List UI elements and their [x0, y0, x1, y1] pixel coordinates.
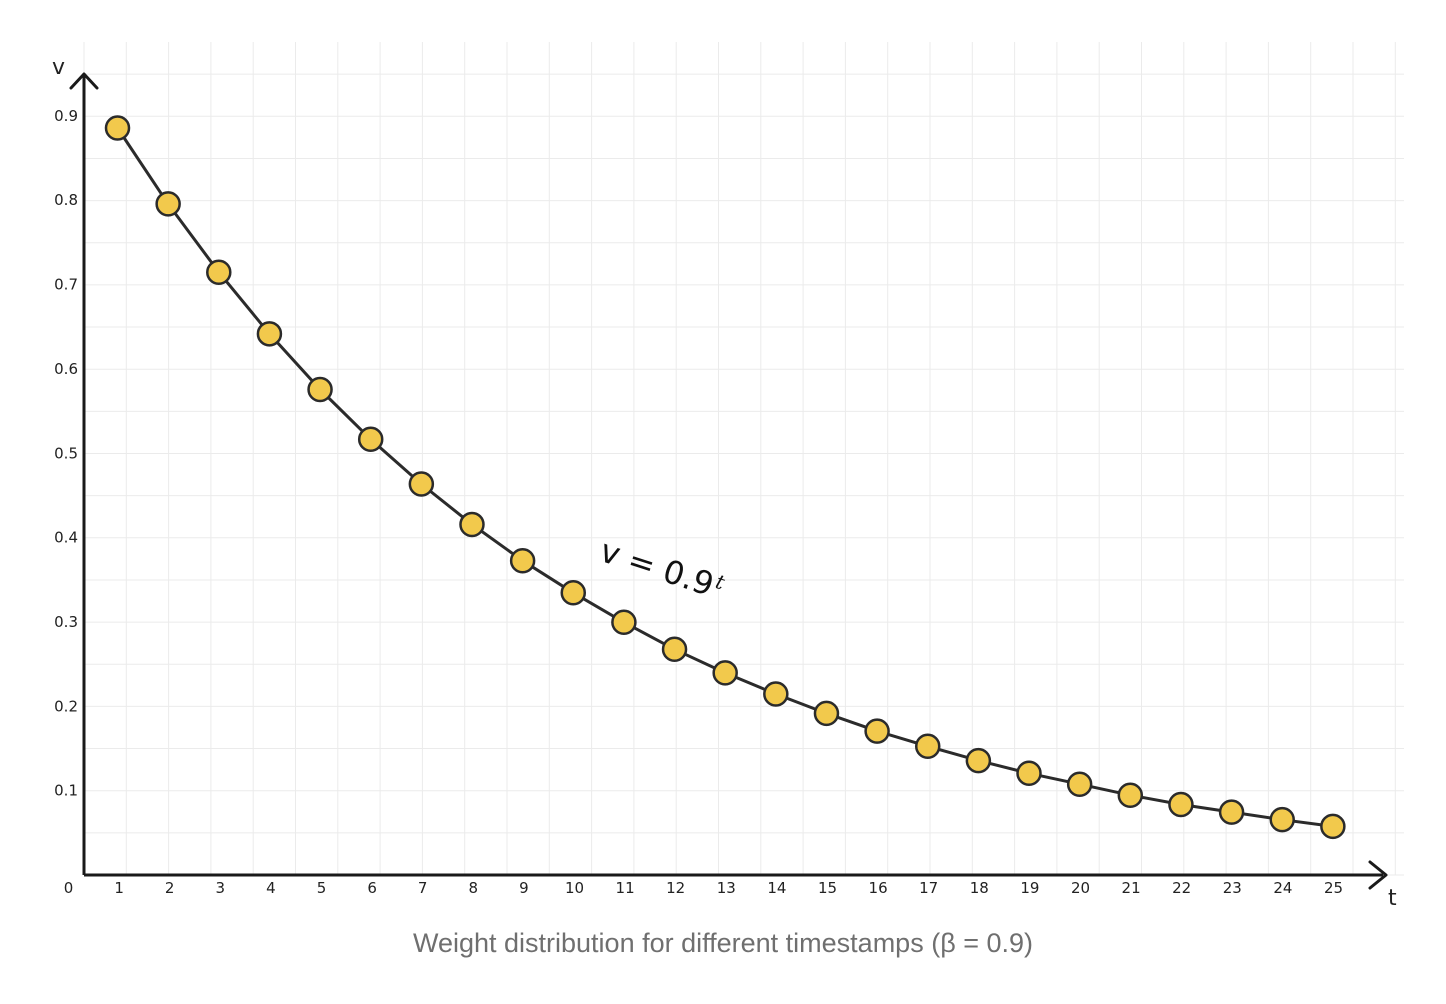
y-tick-label: 0.3 — [54, 613, 78, 631]
data-point — [813, 700, 840, 727]
data-point — [1269, 806, 1295, 833]
data-point — [509, 547, 536, 574]
y-tick-label: 0.1 — [54, 782, 78, 800]
x-tick-label: 24 — [1273, 879, 1292, 897]
y-tick-label: 0.6 — [54, 360, 78, 378]
data-point — [206, 259, 232, 285]
annotation-base: v = 0.9 — [596, 531, 719, 603]
x-tick-label: 1 — [114, 879, 124, 897]
data-point — [1117, 782, 1144, 808]
x-tick-label: 11 — [616, 879, 635, 897]
figure-caption: Weight distribution for different timest… — [412, 928, 1034, 958]
data-point — [357, 426, 384, 453]
y-tick-label: 0.4 — [54, 529, 78, 547]
curve-annotation: v = 0.9t — [596, 531, 729, 607]
data-point — [1320, 813, 1346, 840]
x-tick-label: 19 — [1020, 879, 1039, 897]
data-point — [914, 733, 941, 760]
data-point — [104, 115, 131, 141]
data-point — [712, 660, 738, 686]
x-tick-labels: 0 1 2 3 4 5 6 7 8 9 10 11 12 13 14 15 16 17 18 19 20 21 22 23 24… — [64, 879, 1343, 897]
x-tick-label: 3 — [216, 879, 226, 897]
x-tick-label: 18 — [970, 879, 989, 897]
x-tick-label: 12 — [666, 879, 685, 897]
data-point — [155, 191, 181, 217]
data-point — [1218, 799, 1245, 825]
y-tick-labels: 0.1 0.2 0.3 0.4 0.5 0.6 0.7 0.8 0.9 — [54, 107, 78, 800]
y-axis-label: v — [52, 55, 65, 80]
grid — [83, 42, 1404, 876]
x-axis-label: t — [1388, 886, 1397, 911]
x-tick-label: 17 — [919, 879, 938, 897]
series-line — [116, 126, 1335, 828]
x-tick-label: 13 — [717, 879, 736, 897]
x-axis-arrow — [1368, 860, 1388, 890]
chart: 0 1 2 3 4 5 6 7 8 9 10 11 12 13 14 15 16 17 18 19 20 21 22 23 24… — [52, 42, 1404, 911]
axes — [69, 72, 1388, 890]
x-tick-label: 15 — [818, 879, 837, 897]
x-tick-label: 5 — [317, 879, 327, 897]
data-point — [965, 747, 992, 774]
x-tick-label: 10 — [565, 879, 584, 897]
data-point — [763, 681, 789, 707]
data-point — [1168, 791, 1194, 818]
x-tick-label: 23 — [1223, 879, 1242, 897]
y-axis-arrow — [69, 72, 99, 90]
data-point — [864, 718, 890, 744]
x-tick-label: 7 — [418, 879, 428, 897]
x-tick-label: 25 — [1324, 879, 1343, 897]
data-point — [1016, 760, 1042, 787]
x-tick-label: 22 — [1172, 879, 1191, 897]
y-tick-label: 0.8 — [54, 191, 78, 209]
svg-text:v = 0.9t: v = 0.9t — [596, 531, 729, 607]
x-tick-label: 4 — [266, 879, 276, 897]
data-point — [408, 471, 435, 497]
data-point — [1066, 771, 1093, 797]
data-point — [459, 511, 485, 538]
data-point — [307, 376, 333, 403]
y-tick-label: 0.9 — [54, 107, 78, 125]
x-tick-label: 8 — [469, 879, 479, 897]
x-tick-label: 6 — [367, 879, 377, 897]
data-point — [256, 321, 283, 347]
data-point — [611, 609, 637, 636]
y-tick-label: 0.5 — [54, 444, 78, 462]
x-tick-label: 2 — [165, 879, 175, 897]
data-points — [104, 115, 1346, 840]
x-tick-label: 16 — [869, 879, 888, 897]
x-tick-label: 20 — [1071, 879, 1090, 897]
x-tick-label: 14 — [767, 879, 786, 897]
data-point — [661, 636, 688, 663]
x-tick-label: 9 — [519, 879, 529, 897]
data-point — [560, 580, 587, 606]
x-tick-label: 21 — [1122, 879, 1141, 897]
y-tick-label: 0.7 — [54, 276, 78, 294]
x-tick-label: 0 — [64, 879, 74, 897]
y-tick-label: 0.2 — [54, 697, 78, 715]
